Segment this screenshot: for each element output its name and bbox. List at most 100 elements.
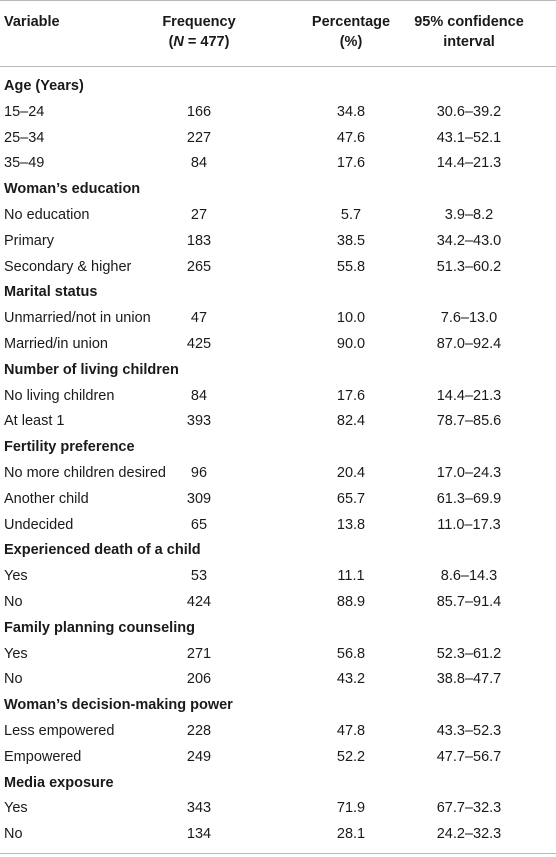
frequency-cell: 134 bbox=[186, 826, 212, 843]
section-header-row: Family planning counseling bbox=[0, 620, 556, 640]
section-label: Woman’s education bbox=[4, 181, 141, 198]
ci-cell: 43.3–52.3 bbox=[436, 723, 502, 739]
ci-cell: 7.6–13.0 bbox=[440, 310, 498, 327]
table-row: Undecided 65 13.8 11.0–17.3 bbox=[0, 517, 556, 537]
percentage-cell: 55.8 bbox=[336, 258, 366, 275]
percentage-cell: 17.6 bbox=[336, 387, 366, 404]
percentage-cell: 38.5 bbox=[336, 232, 366, 249]
ci-cell: 78.7–85.6 bbox=[436, 413, 502, 430]
row-label: Secondary & higher bbox=[4, 258, 132, 275]
percentage-cell: 5.7 bbox=[340, 207, 362, 223]
frequency-cell: 393 bbox=[186, 413, 212, 430]
frequency-cell: 47 bbox=[190, 310, 208, 327]
section-label: Age (Years) bbox=[4, 78, 84, 94]
row-label: Primary bbox=[4, 232, 54, 249]
row-label: Yes bbox=[4, 568, 28, 585]
row-label: Undecided bbox=[4, 516, 74, 533]
percentage-cell: 88.9 bbox=[336, 594, 366, 610]
table-row: 35–49 84 17.6 14.4–21.3 bbox=[0, 155, 556, 175]
table-row: Yes 271 56.8 52.3–61.2 bbox=[0, 646, 556, 666]
top-rule bbox=[0, 0, 556, 1]
ci-cell: 14.4–21.3 bbox=[436, 387, 502, 404]
row-label: At least 1 bbox=[4, 413, 65, 430]
row-label: Less empowered bbox=[4, 723, 115, 739]
percentage-cell: 52.2 bbox=[336, 748, 366, 765]
ci-cell: 11.0–17.3 bbox=[437, 516, 501, 533]
header-ci-line1: 95% confidence bbox=[414, 14, 524, 30]
frequency-cell: 166 bbox=[186, 103, 212, 120]
header-percentage: Percentage (%) bbox=[291, 12, 411, 52]
header-frequency-line2: (N = 477) bbox=[168, 34, 230, 50]
frequency-cell: 53 bbox=[190, 568, 208, 585]
header-ci-line2: interval bbox=[443, 34, 495, 50]
header-frequency: Frequency (N = 477) bbox=[139, 12, 259, 52]
ci-cell: 51.3–60.2 bbox=[436, 258, 502, 275]
header-percentage-line1: Percentage bbox=[311, 14, 391, 30]
table-row: Primary 183 38.5 34.2–43.0 bbox=[0, 233, 556, 253]
table-row: Secondary & higher 265 55.8 51.3–60.2 bbox=[0, 259, 556, 279]
frequency-cell: 309 bbox=[186, 490, 212, 507]
table-row: No living children 84 17.6 14.4–21.3 bbox=[0, 388, 556, 408]
row-label: 15–24 bbox=[4, 103, 45, 120]
section-label: Fertility preference bbox=[4, 439, 135, 456]
percentage-cell: 28.1 bbox=[336, 826, 366, 843]
ci-cell: 24.2–32.3 bbox=[436, 826, 502, 843]
row-label: 25–34 bbox=[4, 129, 45, 146]
ci-cell: 43.1–52.1 bbox=[436, 129, 502, 146]
ci-cell: 8.6–14.3 bbox=[440, 568, 498, 585]
row-label: Married/in union bbox=[4, 336, 108, 352]
percentage-cell: 43.2 bbox=[336, 671, 366, 688]
row-label: No bbox=[4, 826, 23, 843]
frequency-cell: 96 bbox=[190, 465, 208, 481]
bottom-rule bbox=[0, 853, 556, 854]
frequency-cell: 65 bbox=[190, 516, 208, 533]
percentage-cell: 10.0 bbox=[336, 310, 366, 327]
percentage-cell: 13.8 bbox=[336, 516, 366, 533]
percentage-cell: 47.6 bbox=[336, 129, 366, 146]
ci-cell: 85.7–91.4 bbox=[436, 594, 502, 610]
section-label: Media exposure bbox=[4, 774, 114, 791]
ci-cell: 87.0–92.4 bbox=[436, 336, 502, 352]
row-label: No bbox=[4, 594, 23, 610]
section-label: Marital status bbox=[4, 284, 98, 301]
section-label: Number of living children bbox=[4, 361, 179, 378]
section-header-row: Marital status bbox=[0, 284, 556, 304]
header-row: Variable Frequency (N = 477) Percentage … bbox=[0, 12, 556, 54]
table-row: Married/in union 425 90.0 87.0–92.4 bbox=[0, 336, 556, 356]
row-label: 35–49 bbox=[4, 155, 45, 172]
table-row: Another child 309 65.7 61.3–69.9 bbox=[0, 491, 556, 511]
percentage-cell: 82.4 bbox=[336, 413, 366, 430]
percentage-cell: 56.8 bbox=[336, 645, 366, 662]
header-ci: 95% confidence interval bbox=[394, 12, 544, 52]
percentage-cell: 47.8 bbox=[336, 723, 366, 739]
section-header-row: Fertility preference bbox=[0, 439, 556, 459]
table-row: No 206 43.2 38.8–47.7 bbox=[0, 671, 556, 691]
header-percentage-line2: (%) bbox=[339, 34, 363, 50]
frequency-cell: 424 bbox=[186, 594, 212, 610]
percentage-cell: 65.7 bbox=[336, 490, 366, 507]
ci-cell: 17.0–24.3 bbox=[436, 465, 502, 481]
percentage-cell: 34.8 bbox=[336, 103, 366, 120]
table-row: Yes 53 11.1 8.6–14.3 bbox=[0, 568, 556, 588]
frequency-cell: 183 bbox=[186, 232, 212, 249]
section-header-row: Number of living children bbox=[0, 362, 556, 382]
ci-cell: 34.2–43.0 bbox=[436, 232, 502, 249]
table-row: Empowered 249 52.2 47.7–56.7 bbox=[0, 749, 556, 769]
frequency-cell: 228 bbox=[186, 723, 212, 739]
section-header-row: Media exposure bbox=[0, 775, 556, 795]
section-label: Family planning counseling bbox=[4, 619, 195, 636]
frequency-cell: 271 bbox=[186, 645, 212, 662]
table-row: No education 27 5.7 3.9–8.2 bbox=[0, 207, 556, 227]
table-row: No 134 28.1 24.2–32.3 bbox=[0, 826, 556, 846]
row-label: No more children desired bbox=[4, 465, 166, 481]
ci-cell: 3.9–8.2 bbox=[444, 207, 494, 223]
frequency-cell: 84 bbox=[190, 155, 208, 172]
percentage-cell: 17.6 bbox=[336, 155, 366, 172]
section-label: Woman’s decision-making power bbox=[4, 697, 233, 714]
ci-cell: 67.7–32.3 bbox=[436, 800, 502, 817]
ci-cell: 52.3–61.2 bbox=[436, 645, 502, 662]
row-label: No education bbox=[4, 207, 90, 223]
table-row: Unmarried/not in union 47 10.0 7.6–13.0 bbox=[0, 310, 556, 330]
percentage-cell: 71.9 bbox=[336, 800, 366, 817]
